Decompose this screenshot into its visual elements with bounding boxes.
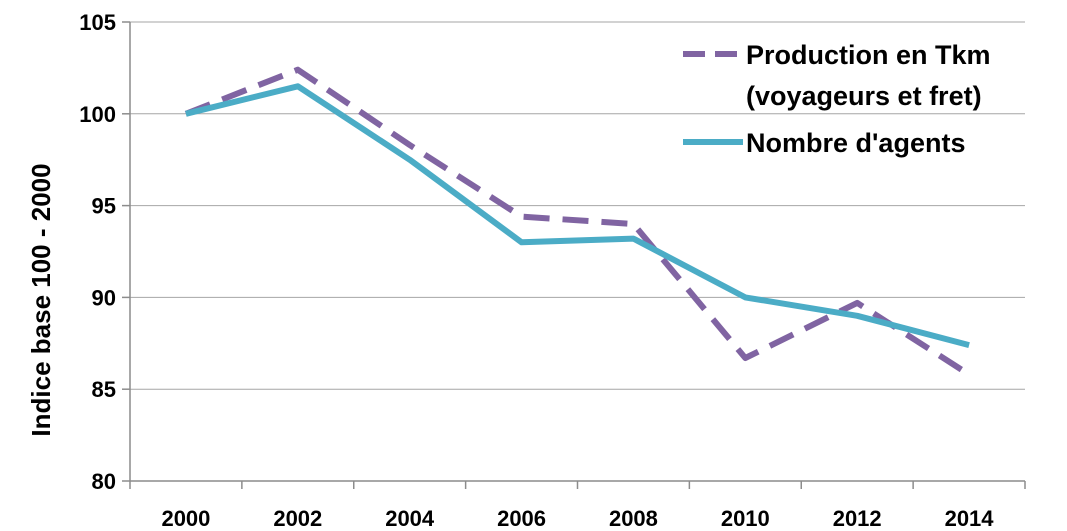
- x-axis-ticks: 2000 2002 2004 2006 2008 2010 2012 2014: [129, 481, 1026, 531]
- x-tick-label: 2010: [721, 506, 770, 531]
- x-tick-label: 2006: [497, 506, 546, 531]
- legend-label: Nombre d'agents: [746, 128, 965, 158]
- legend-label: (voyageurs et fret): [746, 81, 982, 111]
- x-tick-label: 2004: [385, 506, 435, 531]
- y-tick-label: 100: [79, 102, 116, 127]
- x-tick-label: 2002: [273, 506, 322, 531]
- x-tick-label: 2008: [609, 506, 658, 531]
- x-tick-label: 2012: [833, 506, 882, 531]
- y-tick-label: 80: [92, 469, 116, 494]
- series-lines: [184, 66, 971, 378]
- x-tick-label: 2000: [161, 506, 210, 531]
- y-axis-ticks: 80 85 90 95 100 105: [79, 10, 130, 494]
- gridlines: [130, 21, 1025, 390]
- y-tick-label: 95: [92, 194, 116, 219]
- y-axis-title: Indice base 100 - 2000: [26, 163, 56, 436]
- legend-label: Production en Tkm: [746, 40, 991, 70]
- series-line-2: [185, 83, 970, 349]
- y-tick-label: 105: [79, 10, 116, 35]
- series-line-1: [184, 66, 971, 378]
- x-tick-label: 2014: [945, 506, 995, 531]
- legend: Production en Tkm (voyageurs et fret) Nomb…: [683, 40, 991, 158]
- y-tick-label: 85: [92, 377, 116, 402]
- y-tick-label: 90: [92, 285, 116, 310]
